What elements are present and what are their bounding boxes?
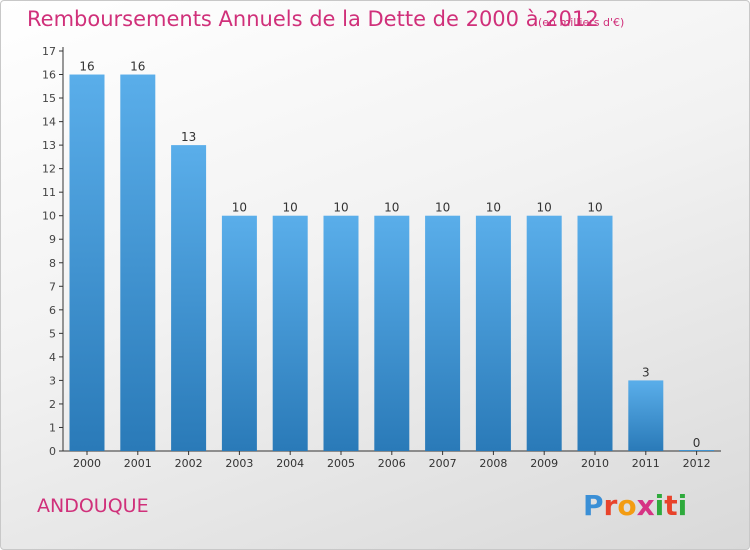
- y-tick-label: 2: [49, 398, 56, 411]
- y-tick-label: 6: [49, 304, 56, 317]
- x-tick-label: 2010: [581, 457, 609, 470]
- bar-value-label: 10: [283, 201, 298, 215]
- x-tick-label: 2008: [479, 457, 507, 470]
- bar: [272, 215, 308, 451]
- y-tick-label: 8: [49, 257, 56, 270]
- chart-subtitle: (en milliers d'€): [538, 16, 625, 29]
- bar-value-label: 13: [181, 130, 196, 144]
- bar-value-label: 16: [79, 60, 94, 74]
- commune-name: ANDOUQUE: [37, 495, 149, 517]
- bar: [171, 145, 207, 451]
- bar-value-label: 10: [232, 201, 247, 215]
- y-tick-label: 16: [42, 69, 56, 82]
- y-tick-label: 12: [42, 163, 56, 176]
- x-tick-label: 2009: [530, 457, 558, 470]
- chart-title: Remboursements Annuels de la Dette de 20…: [27, 7, 599, 31]
- y-tick-label: 10: [42, 210, 56, 223]
- proxiti-logo[interactable]: Proxiti: [583, 489, 687, 522]
- x-tick-label: 2006: [378, 457, 406, 470]
- brand-letter: o: [617, 489, 637, 522]
- y-tick-label: 0: [49, 445, 56, 458]
- y-tick-label: 7: [49, 280, 56, 293]
- bar: [69, 74, 105, 451]
- y-tick-label: 14: [42, 116, 56, 129]
- bar: [120, 74, 156, 451]
- bar-value-label: 16: [130, 60, 145, 74]
- y-tick-label: 13: [42, 139, 56, 152]
- bar: [475, 215, 511, 451]
- y-tick-label: 5: [49, 327, 56, 340]
- bar-value-label: 10: [486, 201, 501, 215]
- y-tick-label: 11: [42, 186, 56, 199]
- brand-letter: i: [654, 489, 665, 522]
- bar-value-label: 0: [693, 436, 701, 450]
- bar-value-label: 10: [587, 201, 602, 215]
- bar: [577, 215, 613, 451]
- x-tick-label: 2000: [73, 457, 101, 470]
- bar-value-label: 10: [537, 201, 552, 215]
- bar: [628, 380, 664, 451]
- bar: [679, 450, 715, 451]
- x-tick-label: 2012: [683, 457, 711, 470]
- x-tick-label: 2004: [276, 457, 304, 470]
- y-tick-label: 15: [42, 92, 56, 105]
- y-tick-label: 1: [49, 421, 56, 434]
- brand-letter: x: [636, 489, 655, 522]
- brand-letter: r: [603, 489, 618, 522]
- y-tick-label: 17: [42, 45, 56, 58]
- y-tick-label: 3: [49, 374, 56, 387]
- x-tick-label: 2007: [429, 457, 457, 470]
- x-tick-label: 2011: [632, 457, 660, 470]
- x-tick-label: 2005: [327, 457, 355, 470]
- y-tick-label: 9: [49, 233, 56, 246]
- bar-value-label: 10: [435, 201, 450, 215]
- bar: [526, 215, 562, 451]
- x-tick-label: 2002: [175, 457, 203, 470]
- bar: [425, 215, 461, 451]
- bar: [374, 215, 410, 451]
- x-tick-label: 2003: [225, 457, 253, 470]
- y-tick-label: 4: [49, 351, 56, 364]
- bar-value-label: 3: [642, 365, 650, 379]
- x-tick-label: 2001: [124, 457, 152, 470]
- brand-letter: t: [664, 489, 678, 522]
- bar-value-label: 10: [333, 201, 348, 215]
- bar: [221, 215, 257, 451]
- bar: [323, 215, 359, 451]
- brand-letter: i: [677, 489, 688, 522]
- bar-value-label: 10: [384, 201, 399, 215]
- brand-letter: P: [583, 489, 604, 522]
